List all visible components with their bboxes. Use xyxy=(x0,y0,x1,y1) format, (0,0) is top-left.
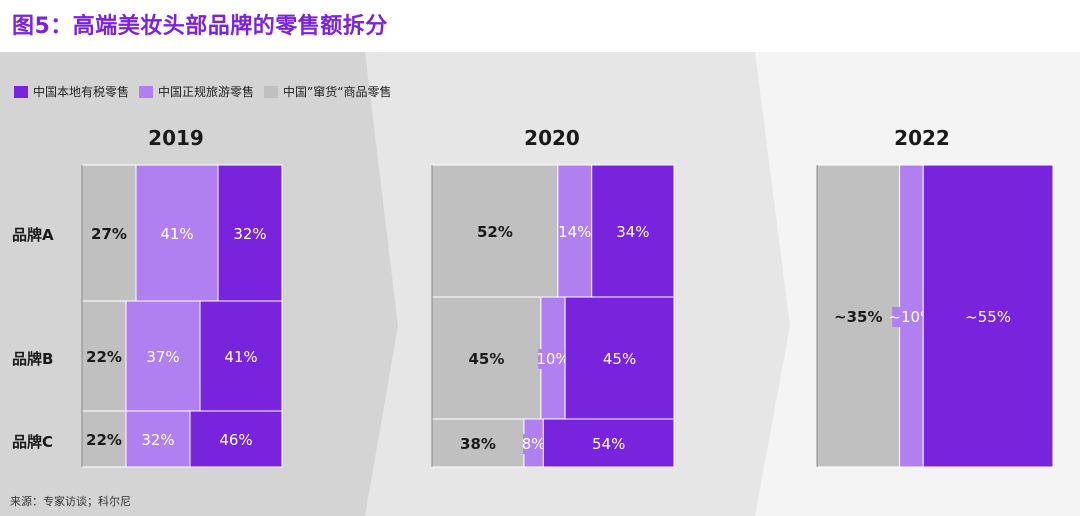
bar-segment-2019-2-2 xyxy=(125,300,201,412)
data-label-2020-2-2: 10% xyxy=(536,350,569,368)
data-label-2019-1-1: 27% xyxy=(91,225,127,243)
legend-label-local: 中国本地有税零售 xyxy=(33,85,130,99)
bar-segment-2019-1-3 xyxy=(217,164,283,302)
bar-segment-2020-1-1 xyxy=(431,164,559,298)
bar-segment-2022-1-1 xyxy=(816,164,901,468)
data-label-2022-1-3: ~55% xyxy=(965,308,1011,326)
legend-item-travel: 中国正规旅游零售 xyxy=(139,83,254,100)
row-label-brand-b: 品牌B xyxy=(12,350,54,368)
data-label-2019-2-1: 22% xyxy=(86,348,122,366)
year-2022: 2022 xyxy=(894,126,950,150)
data-label-2020-1-3: 34% xyxy=(616,223,649,241)
bar-segment-2020-2-3 xyxy=(564,296,675,420)
data-label-2020-3-2: 8% xyxy=(522,435,546,453)
bar-segment-2020-1-3 xyxy=(591,164,675,298)
data-label-2020-3-3: 54% xyxy=(592,435,625,453)
data-label-2020-2-1: 45% xyxy=(468,350,504,368)
bar-segment-2022-1-3 xyxy=(922,164,1054,468)
bar-segment-2020-3-3 xyxy=(542,418,675,468)
data-label-2022-1-1: ~35% xyxy=(834,308,882,326)
legend: 中国本地有税零售 中国正规旅游零售 中国”窜货“商品零售 xyxy=(14,83,401,100)
legend-item-daigou: 中国”窜货“商品零售 xyxy=(264,83,391,100)
row-label-brand-a: 品牌A xyxy=(12,226,54,244)
legend-label-travel: 中国正规旅游零售 xyxy=(158,85,255,99)
legend-swatch-local xyxy=(14,85,28,98)
data-label-2019-2-3: 41% xyxy=(224,348,257,366)
legend-swatch-travel xyxy=(139,85,154,98)
data-label-2019-3-2: 32% xyxy=(141,431,174,449)
data-label-2019-1-3: 32% xyxy=(233,225,266,243)
year-2019: 2019 xyxy=(148,126,204,150)
label-bg-2020-3-2 xyxy=(523,434,545,454)
bar-segment-2019-1-2 xyxy=(135,164,219,302)
bar-segment-2019-3-3 xyxy=(189,410,283,468)
legend-swatch-daigou xyxy=(264,85,279,98)
data-label-2019-3-1: 22% xyxy=(86,431,122,449)
label-bg-2020-2-2 xyxy=(538,349,568,369)
data-label-2020-1-2: 14% xyxy=(558,223,591,241)
data-label-2019-3-3: 46% xyxy=(219,431,252,449)
data-label-2020-1-1: 52% xyxy=(477,223,513,241)
data-label-2019-2-2: 37% xyxy=(146,348,179,366)
label-bg-2022-1-2 xyxy=(892,307,931,327)
year-2020: 2020 xyxy=(524,126,580,150)
legend-label-daigou: 中国”窜货“商品零售 xyxy=(283,85,392,99)
chart-title: 图5：高端美妆头部品牌的零售额拆分 xyxy=(12,14,388,39)
legend-item-local: 中国本地有税零售 xyxy=(14,83,129,100)
data-label-2020-2-3: 45% xyxy=(603,350,636,368)
label-bg-2020-1-2 xyxy=(559,222,590,242)
bar-segment-2019-2-1 xyxy=(81,300,127,412)
data-label-2020-3-1: 38% xyxy=(460,435,496,453)
bar-segment-2019-2-3 xyxy=(199,300,283,412)
bar-segment-2019-3-2 xyxy=(125,410,191,468)
source-note: 来源：专家访谈；科尔尼 xyxy=(10,495,131,508)
data-label-2019-1-2: 41% xyxy=(160,225,193,243)
row-label-brand-c: 品牌C xyxy=(12,433,54,451)
